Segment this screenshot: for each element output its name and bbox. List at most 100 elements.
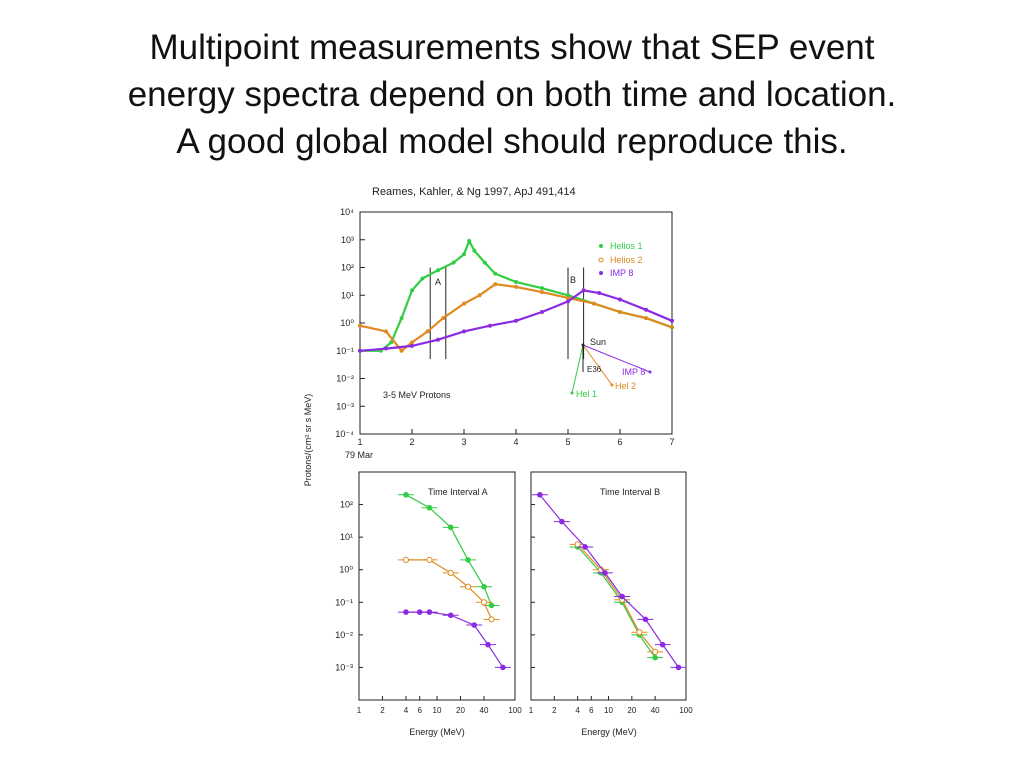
series-helios1-point [403,491,409,498]
series-helios2-point [425,329,430,334]
series-helios2-point [670,325,674,330]
series-imp8-point [602,570,608,576]
series-imp8-point [675,664,682,671]
inset-line-hel2 [582,344,613,386]
x-tick-label: 4 [575,706,580,715]
series-imp8-point [582,544,588,550]
y-tick-label: 10⁴ [340,207,354,217]
series-helios2-point [402,556,410,564]
x-sub-label: 79 Mar [345,450,373,460]
series-helios2-point [480,599,488,606]
x-tick-label: 100 [508,706,522,715]
series-imp8-point [410,343,414,348]
x-tick-label: 20 [456,706,465,715]
inset-line-hel1 [571,344,584,394]
inset-hel1-label: Hel 1 [576,389,597,399]
series-helios1-point [652,654,658,661]
series-imp8-point [581,288,586,293]
series-helios1-point [540,286,544,291]
series-helios1-point [451,260,456,265]
series-imp8-point [540,309,544,314]
series-imp8-point [447,612,454,619]
series-imp8-point [566,299,570,304]
series-helios2-point [447,569,454,576]
series-helios1-point [514,280,518,285]
x-tick-label: 6 [617,437,622,447]
inset-hel1-marker [570,391,574,395]
y-tick-label: 10⁻³ [335,662,353,672]
inset-hel2-marker [610,383,614,387]
interval-label-b: B [570,275,576,285]
x-tick-label: 100 [679,706,693,715]
y-tick-label: 10² [340,500,353,510]
y-tick-label: 10¹ [341,290,354,300]
y-tick-label: 10⁻¹ [335,597,353,607]
series-helios2-point [652,648,659,655]
x-tick-label: 6 [417,706,422,715]
series-helios2-point [477,293,482,298]
inset-hel2-label: Hel 2 [615,381,636,391]
legend-marker-helios2 [598,257,604,263]
series-helios1-point [447,524,454,531]
interval-a-frame [358,471,516,701]
x-tick-label: 3 [461,437,466,447]
x-tick-label: 7 [669,437,674,447]
series-helios1-line [405,494,493,606]
y-axis-label: Protons/(cm² sr s MeV) [303,394,313,487]
x-tick-label: 10 [604,706,613,715]
series-imp8-point [500,664,506,671]
y-tick-label: 10⁰ [339,565,353,575]
series-helios2-point [462,301,466,306]
x-tick-label: 1 [357,437,362,447]
interval-a-xlabel: Energy (MeV) [409,727,465,737]
x-tick-label: 5 [565,437,570,447]
x-tick-label: 4 [404,706,409,715]
series-imp8-point [358,348,362,353]
y-tick-label: 10⁰ [340,318,354,328]
time-profile-panel: 3-5 MeV Protons 79 Mar A B Helios 1 Heli… [335,207,674,460]
series-imp8-line [539,494,679,668]
x-tick-label: 2 [380,706,385,715]
series-imp8-point [403,609,409,615]
series-helios2-point [618,309,622,314]
series-helios1-point [420,276,425,281]
series-helios2-point [441,316,446,321]
interval-b-xlabel: Energy (MeV) [581,727,637,737]
series-imp8-point [659,641,666,648]
series-helios2-point [399,348,404,353]
series-imp8-point [436,337,440,342]
y-tick-label: 10⁻² [336,374,354,384]
interval-a-title: Time Interval A [428,487,488,497]
inset-line-imp8 [582,344,651,373]
x-tick-label: 40 [480,706,489,715]
series-helios2-point [592,301,596,306]
series-helios2-point [644,316,648,321]
series-imp8-point [514,318,518,323]
x-tick-label: 40 [651,706,660,715]
x-tick-label: 10 [433,706,442,715]
series-imp8-point [384,346,388,351]
series-helios2-point [410,340,414,345]
series-imp8-point [471,622,478,628]
series-helios2-point [493,282,498,287]
series-helios1-point [465,557,471,563]
title-line-2: energy spectra depend on both time and l… [127,75,897,114]
interval-label-a: A [435,277,441,287]
series-helios1-point [488,602,495,609]
series-helios1-point [399,316,404,321]
series-imp8-point [619,593,625,600]
inset-imp8-marker [648,370,652,374]
series-helios2-point [566,295,570,300]
protons-annotation: 3-5 MeV Protons [383,390,451,400]
series-helios2-point [358,323,362,328]
series-helios2-point [514,284,518,289]
series-imp8-point [644,307,648,312]
series-imp8-point [559,518,565,525]
series-helios2-point [426,556,433,564]
spacecraft-inset: Sun E36 IMP 8 Hel 2 Hel 1 [570,337,652,399]
interval-b-panel: Time Interval B Energy (MeV) 1 2 4 6 10 20 40 1… [529,471,693,737]
series-imp8-point [426,609,433,615]
series-helios1-point [493,271,498,276]
series-imp8-point [537,491,543,498]
